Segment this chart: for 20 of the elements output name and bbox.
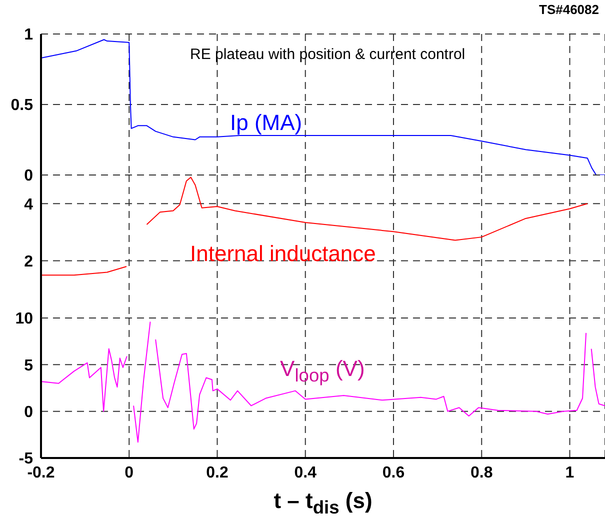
text: TS#46082 (539, 2, 599, 17)
x-tick-label: 0.2 (206, 464, 228, 482)
y-tick-label: 0 (24, 168, 34, 185)
y-tick-label: 5 (24, 357, 34, 374)
x-tick-label: 1 (565, 464, 574, 482)
y-tick-label: 1 (24, 26, 34, 44)
x-tick-label: 0.4 (294, 464, 317, 482)
x-tick-label: 0 (124, 464, 134, 482)
series-label: Internal inductance (190, 241, 376, 266)
series-label: Ip (MA) (230, 110, 302, 135)
annotation: RE plateau with position & current control (190, 46, 466, 63)
series-label: V$_{loop}$ (V) (280, 356, 365, 386)
x-tick-label: 0.6 (382, 464, 405, 482)
y-tick-label: 4 (24, 196, 34, 214)
y-tick-label: 0.5 (10, 97, 34, 114)
x-tick-label: 0.8 (470, 464, 493, 482)
y-tick-label: 2 (24, 253, 34, 270)
y-tick-label: 0 (24, 404, 34, 422)
y-tick-label: 10 (15, 310, 34, 328)
x-axis-title: t – t$_{dis}$ (s) (272, 488, 374, 518)
